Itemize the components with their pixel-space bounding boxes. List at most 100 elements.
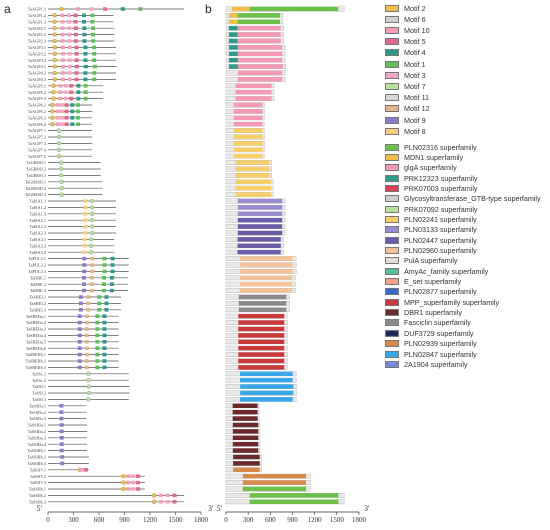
motif-mark bbox=[78, 301, 83, 306]
panel-b-domain-diagram: 0 300 600 900 1200 1500 1800 5' 3' bbox=[217, 6, 370, 524]
motif-mark bbox=[83, 224, 88, 229]
legend-swatch bbox=[385, 329, 399, 337]
legend-label: Motif 3 bbox=[404, 70, 426, 80]
motif-mark bbox=[92, 64, 97, 69]
motif-mark bbox=[70, 103, 75, 107]
legend-label: Motif 4 bbox=[404, 48, 426, 58]
domain-block bbox=[237, 205, 283, 210]
gene-label: TaISA1.3 bbox=[29, 211, 46, 216]
legend-swatch bbox=[385, 267, 399, 275]
motif-mark bbox=[51, 90, 56, 95]
motif-mark bbox=[90, 269, 95, 274]
motif-mark bbox=[74, 45, 79, 50]
gene-label: TaPUL3.3 bbox=[28, 269, 46, 274]
motif-mark bbox=[121, 480, 126, 485]
gene-label: TaSSIIIa.2 bbox=[28, 429, 46, 434]
motif-mark bbox=[59, 404, 64, 408]
domain-block bbox=[242, 486, 307, 492]
motif-mark bbox=[97, 295, 102, 299]
gene-label: TaSSIIa.1 bbox=[29, 403, 46, 408]
gene-label: TaSBEI.3 bbox=[29, 307, 46, 312]
domain-block bbox=[239, 282, 292, 287]
motif-mark bbox=[60, 52, 65, 56]
legend-label: PLN02960 superfamily bbox=[404, 246, 477, 255]
motif-mark bbox=[79, 468, 84, 472]
gene-label: TaAGP7.4 bbox=[28, 147, 47, 152]
motif-mark bbox=[95, 359, 100, 363]
domain-block bbox=[233, 128, 263, 133]
domain-block bbox=[238, 320, 285, 325]
legend-swatch bbox=[385, 360, 399, 368]
motif-mark bbox=[83, 58, 88, 62]
motif-mark bbox=[81, 468, 86, 472]
domain-block bbox=[233, 461, 260, 466]
motif-mark bbox=[76, 96, 81, 101]
motif-mark bbox=[81, 276, 86, 280]
domain-block bbox=[237, 250, 281, 255]
domain-block bbox=[232, 442, 259, 447]
motif-mark bbox=[63, 84, 68, 88]
motif-mark bbox=[88, 243, 94, 248]
motif-mark bbox=[83, 84, 88, 88]
motif-mark bbox=[103, 7, 108, 11]
domain-block bbox=[238, 352, 285, 357]
domain-block bbox=[238, 301, 287, 306]
motif-mark bbox=[136, 474, 141, 478]
motif-mark bbox=[102, 269, 107, 274]
gene-label: TaSBEIIa.6 bbox=[26, 346, 47, 351]
motif-mark bbox=[66, 13, 71, 18]
motif-mark bbox=[67, 58, 72, 62]
domain-block bbox=[249, 499, 339, 504]
legend-swatch bbox=[385, 153, 399, 161]
legend-item: Motif 11 bbox=[385, 93, 429, 103]
motif-mark bbox=[60, 122, 65, 126]
gene-label: TaSSIIb.2 bbox=[29, 493, 46, 498]
motif-mark bbox=[64, 109, 69, 114]
panel-b-3prime: 3' bbox=[364, 504, 370, 513]
motif-mark bbox=[165, 500, 170, 504]
motif-mark bbox=[86, 301, 91, 306]
legend-swatch bbox=[385, 195, 399, 203]
motif-mark bbox=[84, 320, 89, 325]
legend-label: Motif 2 bbox=[404, 3, 426, 13]
domain-block bbox=[237, 64, 283, 69]
motif-mark bbox=[110, 269, 115, 274]
domain-block bbox=[238, 314, 285, 319]
gene-label: TaAGP1.2 bbox=[28, 13, 46, 18]
motif-mark bbox=[121, 474, 126, 479]
legend-label: Fasciclin superfamily bbox=[404, 318, 471, 328]
legend-item: MPP_superfamily superfamily bbox=[385, 297, 499, 307]
gene-label: TaISA2.3 bbox=[29, 231, 46, 236]
motif-mark bbox=[82, 237, 87, 242]
motif-mark bbox=[90, 198, 95, 204]
motif-mark bbox=[59, 166, 64, 172]
domain-block bbox=[240, 378, 293, 383]
motif-mark bbox=[84, 340, 89, 344]
gene-label: TaAGP3.1 bbox=[28, 45, 46, 50]
gene-label: TaAGP7.3 bbox=[28, 141, 46, 146]
gene-label: TaAGP5.3 bbox=[28, 96, 46, 101]
gene-label: TaAGP3.2 bbox=[28, 51, 46, 56]
motif-mark bbox=[101, 288, 106, 293]
gene-label: TaSBEIIa.3 bbox=[26, 327, 46, 332]
domain-block bbox=[235, 186, 271, 191]
motif-mark bbox=[77, 340, 82, 344]
legend-swatch bbox=[385, 236, 399, 244]
motif-mark bbox=[75, 7, 80, 11]
panel-a-tick-label: 900 bbox=[119, 516, 130, 524]
panel-b-label: b bbox=[205, 2, 212, 16]
motif-mark bbox=[97, 301, 102, 306]
domain-block bbox=[233, 141, 263, 146]
gene-label: TaAGP2.1 bbox=[28, 26, 46, 31]
gene-label: TaSSI.3 bbox=[32, 397, 46, 402]
motif-mark bbox=[151, 499, 157, 504]
motif-mark bbox=[56, 134, 62, 140]
gene-label: TaSSI.2 bbox=[32, 391, 46, 396]
motif-mark bbox=[89, 276, 94, 280]
motif-mark bbox=[84, 333, 89, 338]
domain-block bbox=[235, 179, 271, 184]
domain-block bbox=[238, 339, 285, 344]
domain-block bbox=[238, 307, 287, 312]
legend-item: PLN02847 superfamily bbox=[385, 349, 477, 359]
legend-label: glgA superfamily bbox=[404, 163, 457, 173]
